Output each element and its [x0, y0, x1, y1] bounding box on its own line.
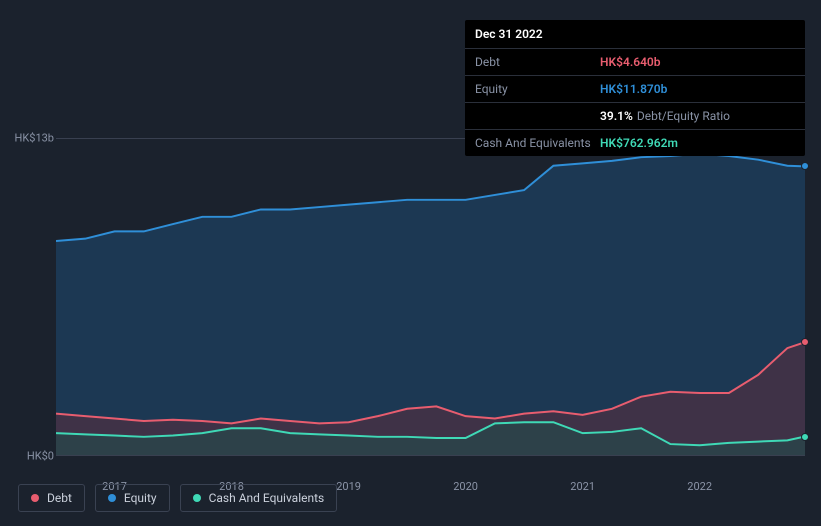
tooltip-row-label: Equity [475, 82, 600, 96]
x-axis-label: 2022 [687, 480, 712, 493]
tooltip-row: Cash And EquivalentsHK$762.962m [465, 130, 805, 156]
legend-dot-icon [31, 494, 39, 502]
chart-container: HK$0HK$13b 201720182019202020212022 [16, 124, 805, 470]
x-axis-label: 2019 [336, 480, 361, 493]
end-marker-equity [801, 162, 809, 170]
tooltip-row-value: HK$762.962m [600, 136, 678, 150]
area-chart-svg [56, 139, 805, 455]
tooltip-row-label: Debt [475, 55, 600, 69]
end-marker-debt [801, 338, 809, 346]
tooltip-row-value: HK$4.640b [600, 55, 661, 69]
tooltip-row-label: Cash And Equivalents [475, 136, 600, 150]
chart-plot-area[interactable] [56, 138, 805, 456]
tooltip-row-value: HK$11.870b [600, 82, 667, 96]
tooltip-row: 39.1%Debt/Equity Ratio [465, 103, 805, 130]
legend-label: Debt [47, 491, 72, 505]
legend-label: Cash And Equivalents [209, 491, 325, 505]
legend-label: Equity [124, 491, 157, 505]
chart-tooltip: Dec 31 2022 DebtHK$4.640bEquityHK$11.870… [465, 20, 805, 156]
y-axis-label: HK$13b [15, 132, 54, 145]
tooltip-date: Dec 31 2022 [465, 20, 805, 49]
x-axis-label: 2020 [453, 480, 478, 493]
tooltip-row: EquityHK$11.870b [465, 76, 805, 103]
legend-item-equity[interactable]: Equity [95, 484, 170, 512]
legend-item-cash-and-equivalents[interactable]: Cash And Equivalents [180, 484, 338, 512]
legend-dot-icon [193, 494, 201, 502]
chart-legend: Debt Equity Cash And Equivalents [18, 484, 337, 512]
tooltip-ratio: 39.1%Debt/Equity Ratio [600, 109, 730, 123]
legend-dot-icon [108, 494, 116, 502]
tooltip-row-label [475, 109, 600, 123]
tooltip-row: DebtHK$4.640b [465, 49, 805, 76]
y-axis-label: HK$0 [27, 450, 54, 463]
x-axis-label: 2021 [570, 480, 595, 493]
end-marker-cash-and-equivalents [801, 433, 809, 441]
legend-item-debt[interactable]: Debt [18, 484, 85, 512]
